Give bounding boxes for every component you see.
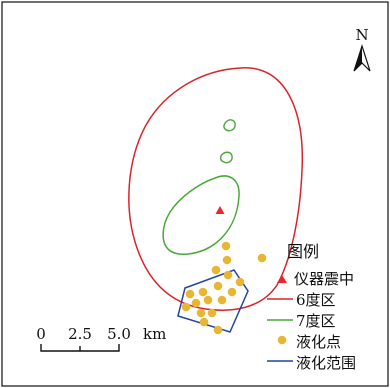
- north-arrow: N: [353, 26, 371, 72]
- intensity-zone-7-islet: [223, 119, 236, 132]
- liquefaction-point: [198, 287, 208, 297]
- legend-item-label: 6度区: [296, 291, 336, 309]
- liquefaction-point: [211, 265, 221, 275]
- liquefaction-point: [223, 270, 233, 280]
- scale-unit-label: km: [143, 325, 166, 343]
- legend-item-label: 液化范围: [296, 354, 356, 372]
- legend-item-label: 7度区: [296, 312, 336, 330]
- epicenter-marker: [215, 206, 225, 214]
- legend: 图例 仪器震中 6度区 7度区 液化点 液化范围: [267, 242, 356, 372]
- liquefaction-point: [222, 255, 232, 265]
- intensity-zone-7-islet: [219, 151, 233, 164]
- liquefaction-point: [207, 308, 217, 318]
- liquefaction-point: [235, 277, 245, 287]
- legend-item-label: 仪器震中: [294, 270, 354, 288]
- liquefaction-point: [217, 295, 227, 305]
- intensity-zone-6-outline: [128, 67, 304, 311]
- liquefaction-point: [203, 295, 213, 305]
- scale-tick-label: 2.5: [68, 325, 92, 343]
- legend-item-label: 液化点: [296, 333, 341, 351]
- liquefaction-point: [181, 302, 191, 312]
- liquefaction-point: [227, 287, 237, 297]
- liquefaction-point: [191, 298, 201, 308]
- liquefaction-point: [196, 308, 206, 318]
- scale-tick-label: 0: [36, 325, 46, 343]
- liquefaction-point: [185, 289, 195, 299]
- liquefaction-points: [181, 241, 267, 335]
- north-arrow-shade: [354, 46, 362, 71]
- liquefaction-point: [199, 317, 209, 327]
- liquefaction-point: [213, 281, 223, 291]
- legend-title: 图例: [287, 242, 319, 261]
- legend-liquefaction-point-icon: [277, 335, 287, 345]
- legend-epicenter-icon: [277, 275, 287, 283]
- intensity-zone-7-outline: [162, 175, 240, 255]
- north-label: N: [355, 26, 368, 44]
- liquefaction-point: [221, 241, 231, 251]
- liquefaction-point: [213, 325, 223, 335]
- liquefaction-point: [257, 253, 267, 263]
- scale-tick-label: 5.0: [107, 325, 131, 343]
- scale-bar: 0 2.5 5.0 km: [36, 325, 166, 352]
